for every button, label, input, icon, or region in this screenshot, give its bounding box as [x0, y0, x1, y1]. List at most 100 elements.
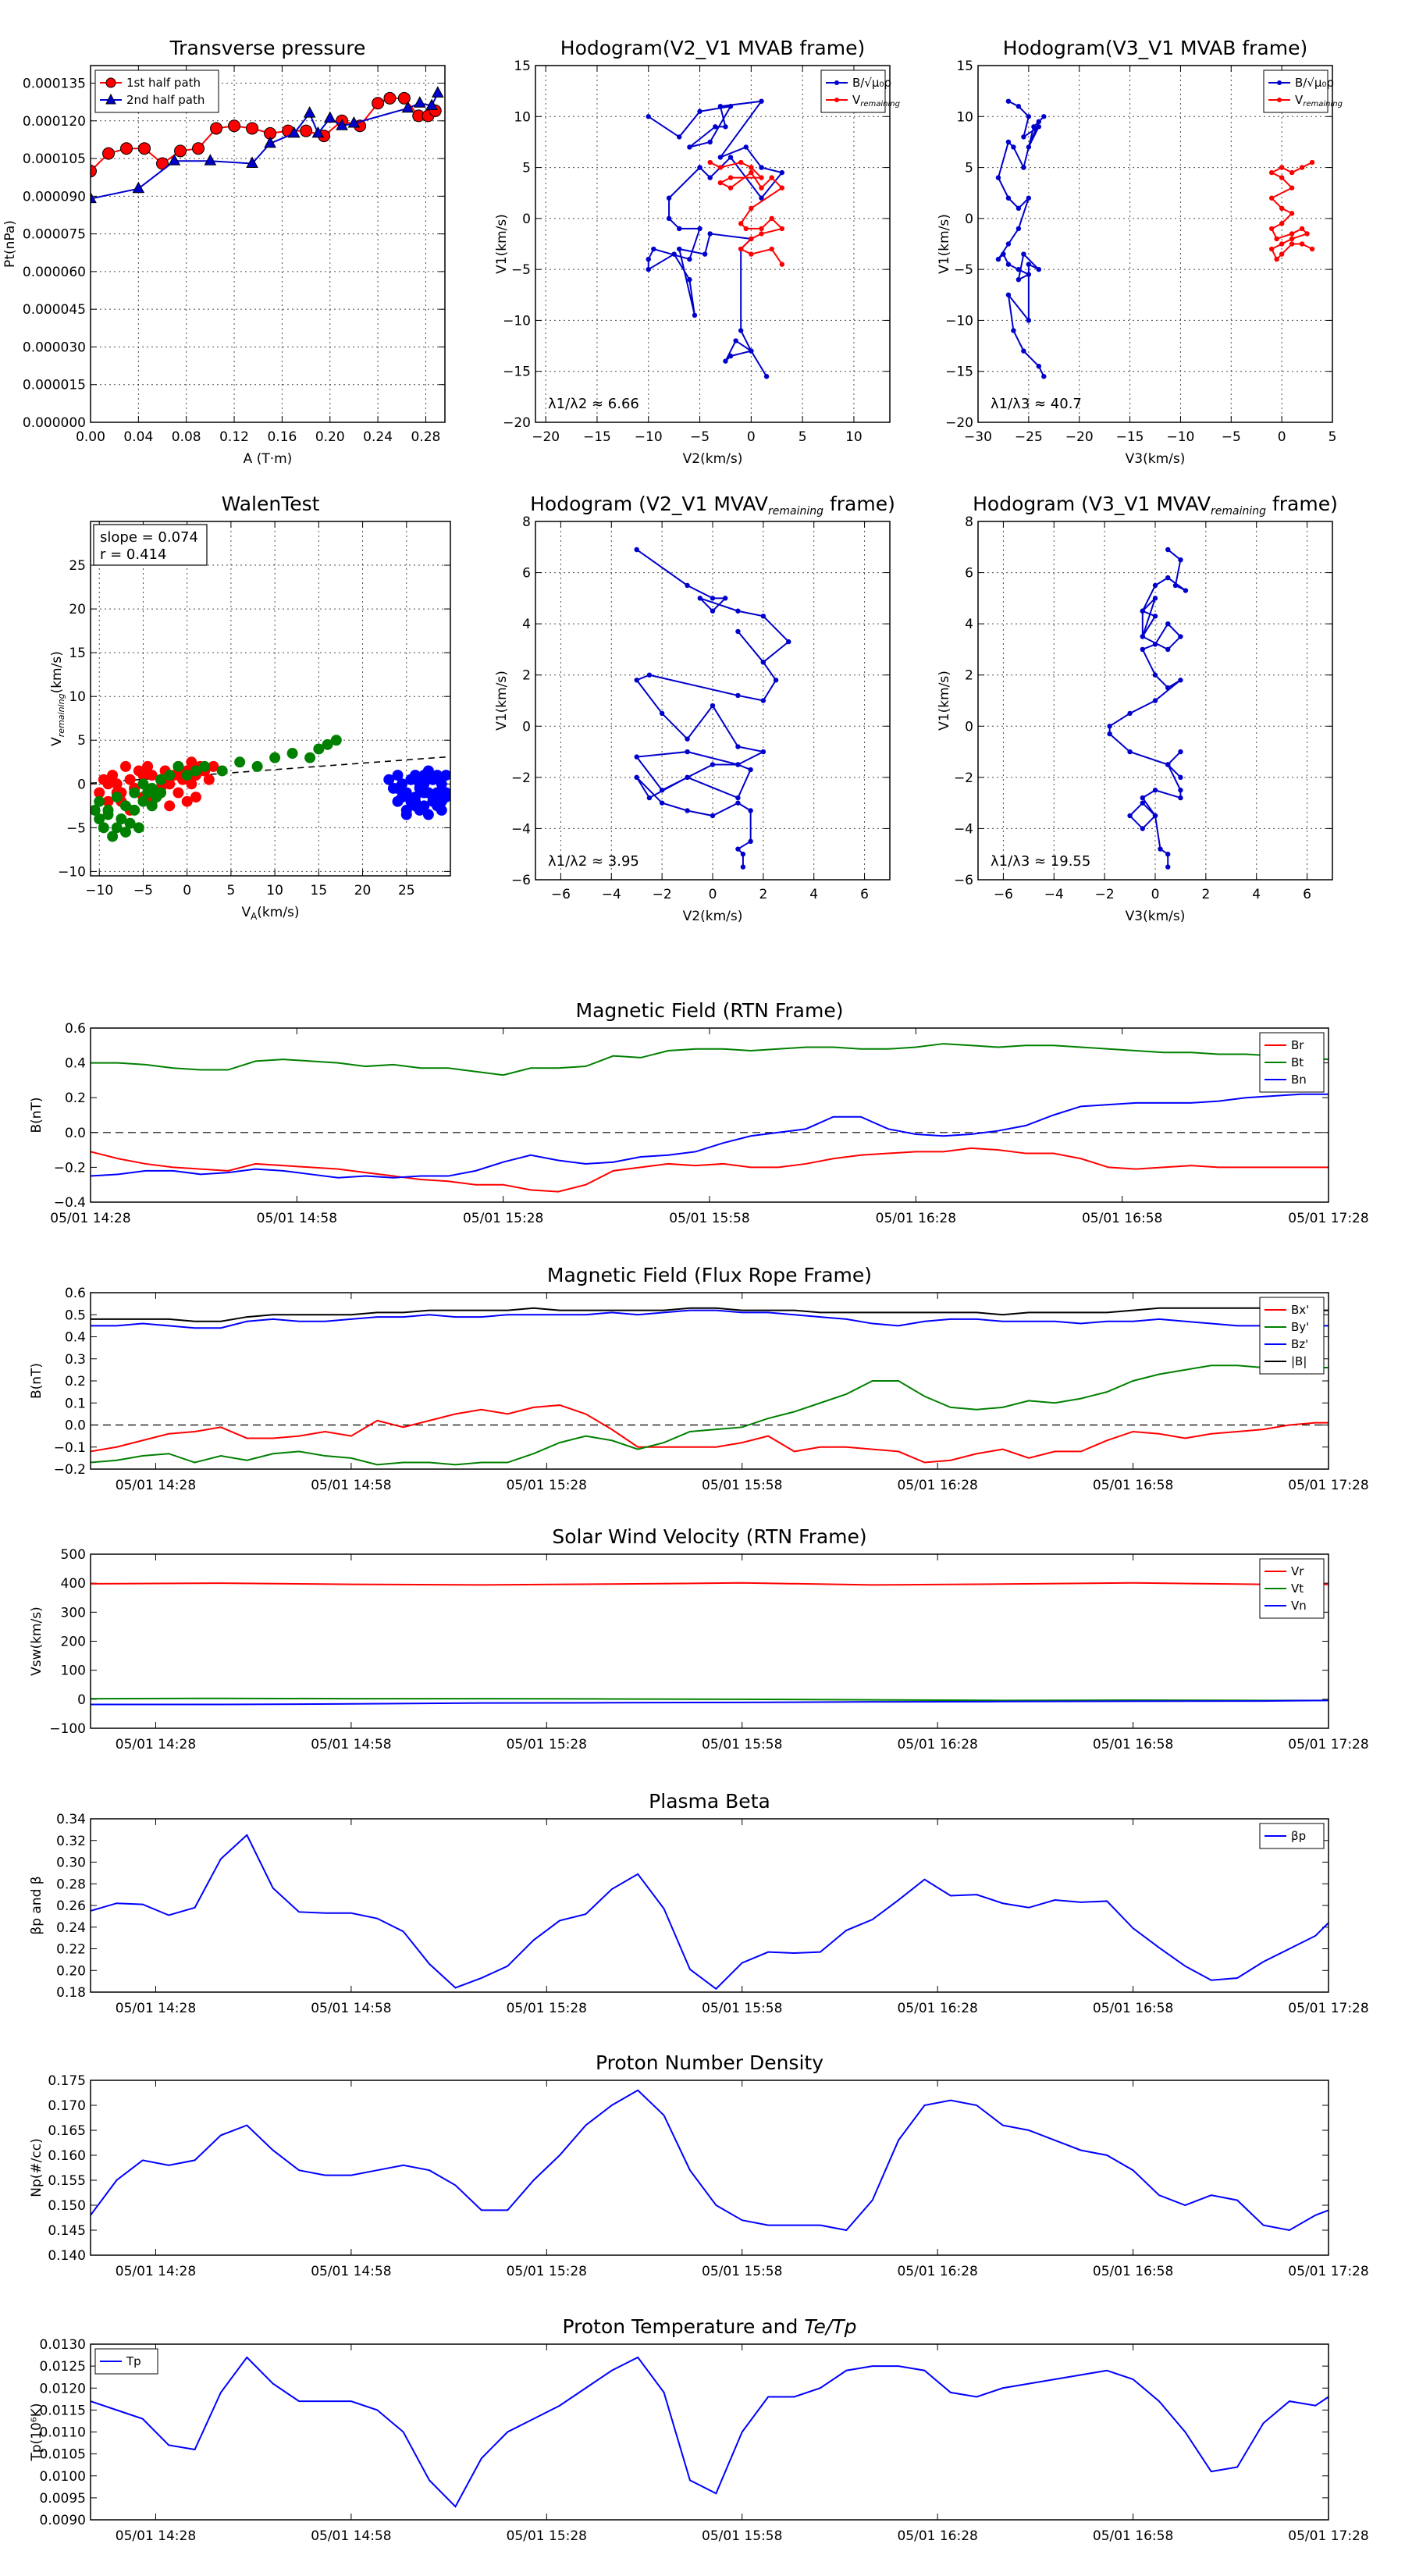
data-point	[1152, 698, 1158, 703]
data-point	[303, 106, 316, 118]
y-tick-label: −10	[58, 864, 86, 880]
data-point	[666, 215, 672, 222]
x-tick-label: 05/01 15:28	[507, 1478, 587, 1493]
x-tick-label: 05/01 15:28	[463, 1211, 543, 1226]
y-tick-label: 0.26	[56, 1898, 86, 1914]
plot-frame	[90, 1292, 1329, 1470]
x-tick-label: −10	[635, 429, 663, 445]
panel-3: WalenTest −10 −5 0 5 10 15 20 25 −10 −5 0 5 10 15 20 25 V…	[49, 493, 451, 922]
chart-title: Hodogram (V2_V1 MVAVremaining frame)	[530, 493, 895, 518]
x-tick-label: 6	[860, 887, 869, 902]
x-tick-label: −4	[1044, 887, 1064, 902]
y-tick-label: 0	[965, 212, 973, 227]
series-line-bn	[91, 1093, 1329, 1179]
x-tick-label: −15	[1116, 429, 1144, 445]
data-point	[759, 195, 764, 201]
data-point	[779, 226, 785, 232]
y-tick-label: −0.4	[54, 1195, 86, 1211]
y-tick-label: −4	[954, 821, 973, 837]
data-point	[102, 778, 114, 790]
data-point	[723, 596, 728, 601]
y-axis-label: Tp(10⁶K)	[29, 2403, 44, 2461]
y-tick-label: −20	[503, 415, 531, 431]
plot-frame	[977, 65, 1333, 423]
data-point	[634, 678, 639, 683]
x-tick-label: −2	[1095, 887, 1115, 902]
data-point	[727, 353, 734, 359]
y-tick-label: 0	[522, 212, 531, 227]
data-point	[723, 358, 728, 364]
x-tick-label: −30	[964, 429, 992, 445]
x-tick-label: −6	[994, 887, 1013, 902]
plot-area	[91, 2356, 1329, 2508]
y-axis-label: Np(#/cc)	[29, 2138, 44, 2197]
data-point	[119, 760, 131, 772]
chart-title: Hodogram (V3_V1 MVAVremaining frame)	[973, 493, 1338, 518]
data-point	[697, 109, 702, 114]
data-point	[174, 144, 187, 158]
x-tick-label: 25	[398, 883, 415, 898]
x-tick-label: 05/01 14:58	[257, 1211, 337, 1226]
data-point	[304, 752, 316, 763]
data-point	[1152, 642, 1158, 647]
x-tick-label: 05/01 16:28	[897, 2528, 977, 2544]
y-tick-label: 5	[965, 161, 973, 176]
y-tick-label: −6	[954, 873, 973, 888]
data-point	[1021, 251, 1026, 257]
x-tick-label: 0.12	[219, 429, 249, 445]
data-point	[98, 822, 109, 834]
data-point	[1127, 710, 1133, 717]
x-tick-label: 05/01 14:58	[311, 2264, 391, 2279]
data-point	[717, 104, 724, 109]
legend-marker	[834, 80, 839, 85]
panel-11: Proton Temperature and Te/Tp 0.0090 0.0095…	[29, 2315, 1369, 2544]
data-point	[1304, 231, 1310, 237]
y-tick-label: −4	[511, 821, 531, 837]
data-point	[687, 144, 692, 150]
x-tick-label: 20	[354, 883, 372, 898]
y-tick-label: 0	[77, 777, 86, 792]
y-tick-label: 100	[61, 1663, 86, 1679]
data-point	[1011, 144, 1016, 150]
x-tick-label: 05/01 16:58	[1093, 2001, 1173, 2016]
data-point	[1178, 795, 1183, 801]
y-tick-label: 4	[965, 617, 973, 632]
data-point	[1016, 266, 1022, 272]
data-point	[1178, 749, 1183, 755]
y-tick-label: 0.3	[65, 1352, 86, 1368]
data-point	[1016, 205, 1022, 211]
series-line-tp	[91, 2356, 1329, 2508]
data-point	[181, 795, 193, 807]
legend-box	[94, 69, 219, 113]
data-point	[760, 614, 767, 619]
data-point	[102, 804, 114, 816]
y-tick-label: 0.18	[56, 1985, 86, 2001]
data-point	[372, 97, 385, 110]
chart-title: Solar Wind Velocity (RTN Frame)	[552, 1525, 866, 1548]
legend-label: Vremaining	[852, 93, 900, 109]
y-tick-label: −2	[511, 770, 531, 786]
x-tick-label: 0.04	[123, 429, 153, 445]
data-point	[1127, 749, 1133, 755]
data-point	[300, 124, 313, 137]
data-point	[427, 792, 439, 803]
data-point	[1289, 169, 1295, 176]
y-tick-label: 8	[965, 514, 973, 530]
data-point	[287, 126, 301, 138]
y-tick-label: 0.34	[56, 1812, 86, 1827]
x-axis-label: V2(km/s)	[683, 909, 743, 924]
x-tick-label: 05/01 14:28	[116, 1737, 196, 1752]
data-point	[313, 743, 325, 755]
data-point	[735, 628, 741, 635]
data-point	[735, 762, 741, 767]
y-tick-label: 0.0	[65, 1126, 86, 1141]
data-point	[1016, 277, 1022, 283]
panel-8: Solar Wind Velocity (RTN Frame) −100 0 100 2…	[29, 1525, 1369, 1752]
y-tick-label: −2	[954, 770, 973, 786]
series-line-bt	[91, 1043, 1329, 1076]
data-point	[190, 792, 201, 803]
data-point	[1005, 241, 1012, 247]
data-point	[1289, 185, 1295, 190]
x-tick-label: 05/01 17:28	[1288, 1211, 1368, 1226]
